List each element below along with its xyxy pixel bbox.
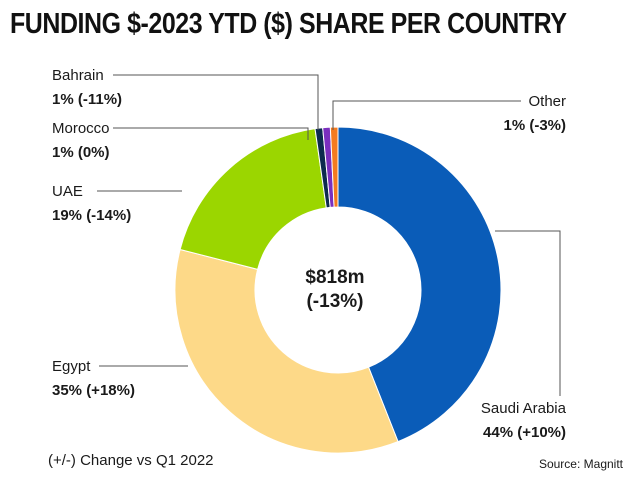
source-note: Source: Magnitt [538, 457, 623, 471]
label-bahrain-name: Bahrain [52, 67, 104, 84]
change-note: (+/-) Change vs Q1 2022 [48, 452, 214, 469]
chart-title: FUNDING $-2023 YTD ($) SHARE PER COUNTRY [10, 8, 567, 40]
label-egypt-value: 35% (+18%) [52, 382, 135, 399]
leader-bahrain [113, 74, 319, 130]
slice-saudi-arabia [337, 126, 502, 443]
label-uae-value: 19% (-14%) [52, 207, 131, 224]
label-morocco-name: Morocco [52, 120, 110, 137]
label-other-value: 1% (-3%) [503, 117, 566, 134]
center-change: (-13%) [306, 291, 363, 312]
label-saudi-arabia-name: Saudi Arabia [481, 400, 567, 417]
label-egypt-name: Egypt [52, 358, 91, 375]
slice-labels: Bahrain 1% (-11%) Morocco 1% (0%) UAE 19% (-1… [52, 67, 567, 441]
label-morocco-value: 1% (0%) [52, 144, 110, 161]
label-uae-name: UAE [52, 183, 83, 200]
slice-egypt [174, 248, 399, 454]
donut-slices [174, 126, 502, 454]
leader-lines [97, 74, 561, 396]
label-bahrain-value: 1% (-11%) [52, 91, 122, 108]
leader-morocco [113, 127, 309, 140]
leader-other [332, 100, 521, 130]
label-saudi-arabia-value: 44% (+10%) [483, 424, 566, 441]
slice-uae [179, 128, 327, 270]
center-total: $818m [305, 267, 364, 288]
leader-saudi-arabia [495, 230, 561, 396]
label-other-name: Other [528, 93, 566, 110]
